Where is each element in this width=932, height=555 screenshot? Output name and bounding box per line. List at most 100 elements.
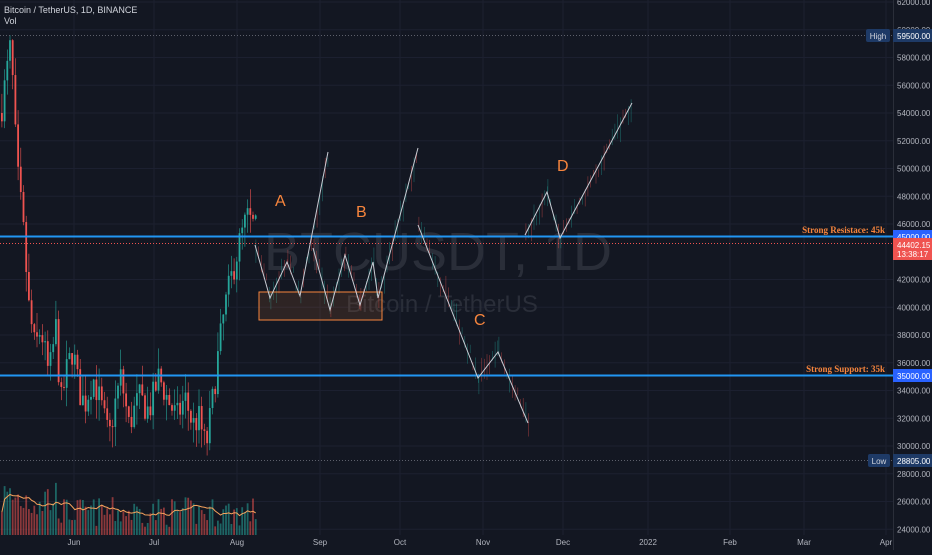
candle-body <box>163 382 165 400</box>
candle-body <box>198 406 200 431</box>
candle-body <box>192 418 195 423</box>
volume-bar <box>206 520 208 535</box>
volume-bar <box>82 499 84 535</box>
time-axis[interactable]: Jun Jul Aug Sep Oct Nov Dec 2022 Feb Mar Apr <box>68 538 893 547</box>
time-tick-label: Feb <box>723 538 737 547</box>
price-axis[interactable]: 62000.0060000.0058000.0056000.0054000.00… <box>897 0 931 534</box>
volume-bar <box>3 486 6 535</box>
candle-body <box>1 113 3 122</box>
high-badge: High 59500.00 <box>866 29 932 42</box>
candle-body <box>184 392 187 401</box>
volume-bar <box>36 514 38 535</box>
candle-body <box>103 400 106 409</box>
candle-body <box>149 406 152 416</box>
price-tick-label: 34000.00 <box>897 387 931 396</box>
price-tick-label: 46000.00 <box>897 220 931 229</box>
volume-bar <box>33 505 36 535</box>
candle-body <box>109 419 111 427</box>
label-c: C <box>474 312 486 329</box>
volume-bar <box>63 499 65 535</box>
chart-grid <box>0 0 893 535</box>
level-35k-value: 35000.00 <box>897 372 931 381</box>
label-b: B <box>356 204 367 221</box>
candle-body <box>125 393 127 407</box>
volume-bar <box>173 501 176 535</box>
volume-bar <box>179 512 181 535</box>
volume-bar <box>225 505 227 535</box>
volume-bar <box>165 524 168 535</box>
candle-body <box>41 335 44 343</box>
candle-body <box>76 354 79 370</box>
candle-body <box>52 344 55 353</box>
candle-body <box>225 294 227 315</box>
price-tick-label: 54000.00 <box>897 109 931 118</box>
candle-body <box>90 396 92 400</box>
candle-body <box>79 369 82 406</box>
candle-body <box>238 233 241 262</box>
volume-bar <box>22 507 25 535</box>
time-tick-label: 2022 <box>639 538 657 547</box>
volume-bar <box>217 520 219 535</box>
candle-body <box>119 369 122 386</box>
volume-bar <box>252 498 254 535</box>
candle-body <box>14 75 17 125</box>
candle-body <box>114 398 117 427</box>
volume-bar <box>187 497 190 535</box>
consolidation-box[interactable] <box>258 291 383 321</box>
candle-body <box>187 392 190 411</box>
price-tick-label: 48000.00 <box>897 192 931 201</box>
pattern-c-zigzag <box>417 224 529 424</box>
label-a: A <box>275 193 286 210</box>
volume-bar <box>90 505 92 535</box>
label-d: D <box>557 158 569 175</box>
volume-bar <box>109 514 111 535</box>
volume-bar <box>71 520 73 535</box>
drawing-lines[interactable] <box>254 102 633 424</box>
volume-bar <box>41 511 44 535</box>
volume-bar <box>127 510 130 535</box>
candle-body <box>195 418 198 431</box>
volume-bar <box>154 520 157 535</box>
candle-body <box>55 319 57 345</box>
volume-bar <box>68 519 71 535</box>
resistance-label: Strong Resistace: 45k <box>802 225 885 235</box>
volume-ma-line <box>1 493 256 517</box>
volume-bar <box>52 503 55 535</box>
volume-bar <box>195 523 198 535</box>
time-tick-label: Jun <box>68 538 81 547</box>
candle-body <box>122 369 125 394</box>
volume-bar <box>46 489 49 535</box>
pattern-a-zigzag <box>254 151 329 300</box>
volume-bar <box>214 526 217 535</box>
volume-bar <box>133 503 136 535</box>
volume-bar <box>141 522 144 535</box>
price-tick-label: 62000.00 <box>897 0 931 7</box>
current-price-value: 44402.15 <box>897 241 931 250</box>
candle-body <box>208 408 211 444</box>
volume-bar <box>254 519 257 535</box>
volume-bar <box>219 523 222 535</box>
candle-body <box>173 405 176 411</box>
volume-bar <box>171 499 173 535</box>
candle-body <box>11 40 14 76</box>
volume-bar <box>200 510 203 535</box>
volume-bar <box>149 513 152 535</box>
high-badge-label: High <box>870 32 886 41</box>
volume-bar <box>73 519 76 535</box>
volume-bar <box>25 495 28 535</box>
volume-bar <box>144 526 146 535</box>
volume-bar <box>19 506 22 535</box>
candle-body <box>82 395 84 406</box>
candle-body <box>219 323 222 352</box>
candle-body <box>30 300 33 325</box>
volume-bar <box>184 497 187 535</box>
level-35k-badge: 35000.00 <box>893 369 932 382</box>
candle-body <box>106 408 109 420</box>
price-tick-label: 28000.00 <box>897 470 931 479</box>
candle-body <box>241 227 244 234</box>
candle-body <box>44 341 46 343</box>
candle-body <box>222 314 225 324</box>
volume-bar <box>138 508 141 535</box>
